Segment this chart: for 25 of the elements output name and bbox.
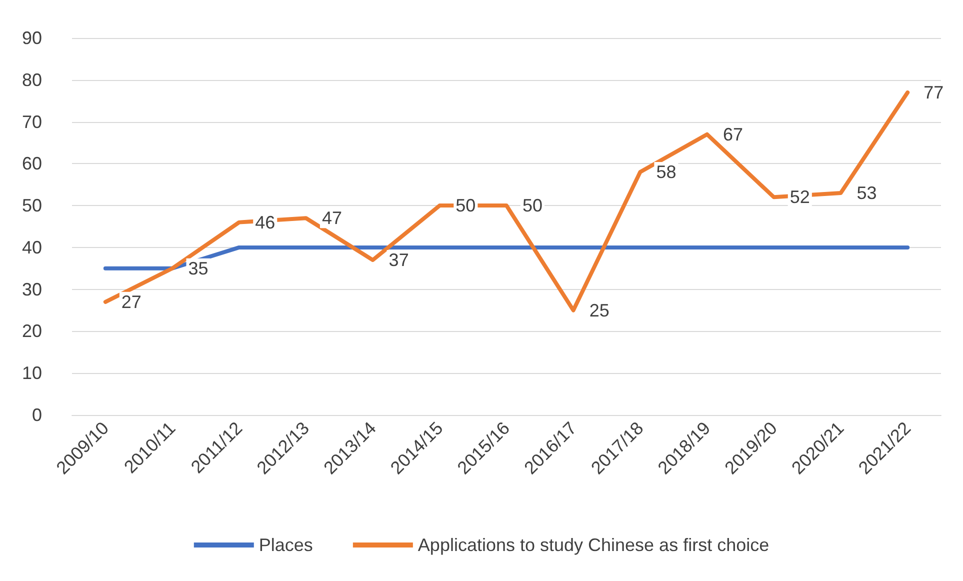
y-tick-label: 30	[22, 279, 42, 300]
data-label: 50	[456, 196, 476, 216]
y-tick-label: 20	[22, 321, 42, 342]
y-tick-label: 50	[22, 196, 42, 216]
y-tick-label: 10	[22, 363, 42, 384]
legend-label: Applications to study Chinese as first choice	[418, 535, 770, 555]
y-tick-label: 90	[22, 28, 42, 48]
data-label: 77	[924, 82, 944, 102]
data-label: 37	[388, 250, 409, 270]
data-label: 58	[656, 162, 676, 182]
y-tick-label: 40	[22, 237, 42, 258]
data-label: 25	[589, 300, 610, 320]
data-label: 27	[121, 292, 142, 312]
data-label: 52	[790, 187, 810, 208]
y-tick-label: 80	[22, 70, 42, 90]
data-label: 50	[522, 196, 543, 216]
y-tick-label: 60	[22, 154, 42, 174]
data-label: 67	[723, 124, 744, 144]
data-label: 35	[188, 258, 208, 278]
legend-label: Places	[258, 535, 313, 555]
y-tick-label: 70	[22, 112, 42, 132]
data-label: 47	[322, 208, 342, 228]
data-label: 46	[255, 212, 276, 232]
y-tick-label: 0	[32, 405, 42, 425]
data-label: 53	[856, 182, 877, 203]
